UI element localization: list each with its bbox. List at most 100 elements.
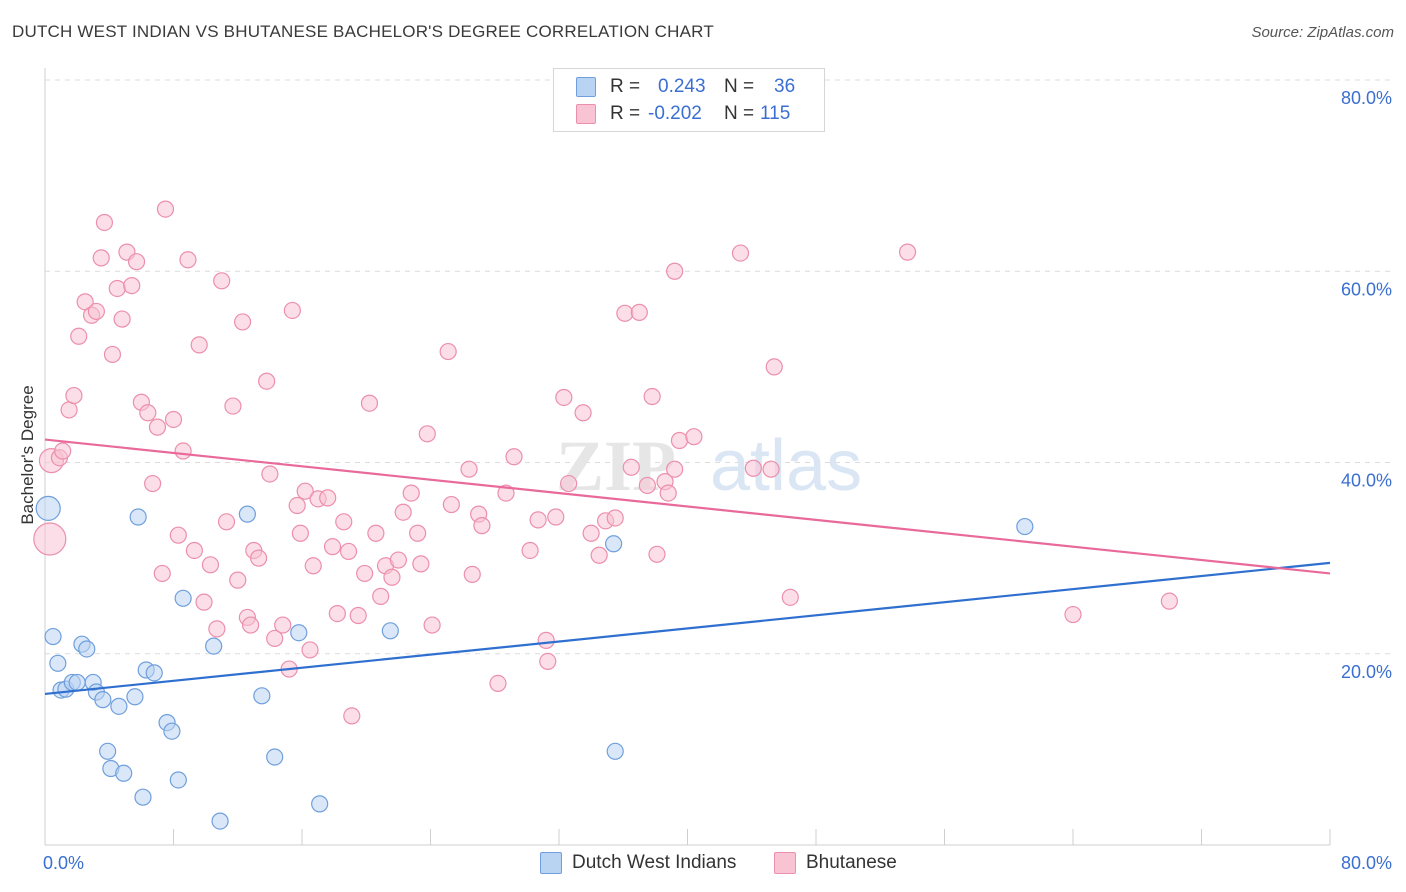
dutch-west-indian-point xyxy=(110,697,128,715)
watermark-atlas: atlas xyxy=(710,426,862,506)
dutch-west-indian-trend-line xyxy=(44,561,1331,696)
bhutanese-point xyxy=(590,546,608,564)
bhutanese-point xyxy=(139,404,157,422)
bhutanese-point xyxy=(201,556,220,574)
bhutanese-point xyxy=(622,458,640,476)
bhutanese-point xyxy=(328,604,346,623)
bhutanese-point xyxy=(1064,605,1082,624)
bhutanese-point xyxy=(555,388,573,407)
bhutanese-point xyxy=(765,358,783,376)
dutch-west-indian-point xyxy=(145,664,163,682)
bhutanese-point xyxy=(560,474,578,493)
axes xyxy=(44,68,1331,846)
bhutanese-point xyxy=(539,652,557,671)
bhutanese-point xyxy=(460,460,478,478)
legend-swatch-blue xyxy=(540,852,562,874)
bhutanese-point xyxy=(185,541,203,560)
bhutanese-point xyxy=(103,345,122,364)
dutch-west-indian-points xyxy=(35,495,1034,830)
legend-n-value: 115 xyxy=(760,103,791,124)
tick-labels: 20.0% 40.0% 60.0% 80.0% 0.0% 80.0% xyxy=(43,88,1392,873)
dutch-west-indian-point xyxy=(381,622,399,640)
bhutanese-point xyxy=(389,551,407,569)
watermark: ZIP atlas xyxy=(556,426,862,506)
grid-lines xyxy=(45,79,1395,655)
legend-r-value: 0.243 xyxy=(658,76,706,97)
legend-n-value: 36 xyxy=(774,76,796,97)
bhutanese-point xyxy=(372,587,390,605)
bhutanese-point xyxy=(670,431,689,450)
bhutanese-point xyxy=(439,342,457,361)
x-tick-label: 0.0% xyxy=(43,853,84,873)
bhutanese-point xyxy=(213,272,231,290)
dutch-west-indian-point xyxy=(205,637,223,655)
dutch-west-indian-point xyxy=(78,640,96,658)
bhutanese-point xyxy=(195,593,213,611)
dutch-west-indian-point xyxy=(129,508,147,526)
bhutanese-point xyxy=(606,509,624,527)
bhutanese-points xyxy=(33,200,1178,725)
dutch-west-indian-point xyxy=(49,654,67,672)
bhutanese-point xyxy=(65,386,83,405)
dutch-west-indian-point xyxy=(606,742,624,760)
legend-r-value: -0.202 xyxy=(648,103,702,124)
bhutanese-point xyxy=(217,513,236,531)
legend-label: Bhutanese xyxy=(806,852,897,873)
bhutanese-point xyxy=(409,524,427,542)
dutch-west-indian-point xyxy=(115,764,133,782)
legend-n-label: N = xyxy=(724,76,755,97)
bhutanese-point xyxy=(685,428,703,446)
dutch-west-indian-point xyxy=(44,627,62,646)
bhutanese-point xyxy=(70,327,88,345)
bhutanese-point xyxy=(360,394,379,412)
dutch-west-indian-point xyxy=(163,722,181,740)
bhutanese-point xyxy=(144,474,162,493)
bhutanese-point xyxy=(233,313,252,331)
watermark-zip: ZIP xyxy=(556,426,676,506)
legend-row-bhutanese: R = -0.202 N = 115 xyxy=(576,102,790,126)
bhutanese-point xyxy=(648,545,666,563)
dutch-west-indian-point xyxy=(174,589,192,607)
dutch-west-indian-point xyxy=(68,673,86,692)
y-axis-label: Bachelor's Degree xyxy=(18,385,37,525)
bhutanese-point xyxy=(169,526,187,544)
bhutanese-point xyxy=(473,517,491,535)
bhutanese-point xyxy=(659,484,677,502)
bhutanese-point xyxy=(574,404,592,422)
y-tick-label: 60.0% xyxy=(1341,279,1392,299)
source-credit: Source: ZipAtlas.com xyxy=(1251,24,1394,41)
bhutanese-point xyxy=(92,249,110,267)
bhutanese-point xyxy=(174,442,192,460)
bhutanese-point xyxy=(781,588,799,606)
bhutanese-point xyxy=(898,243,917,261)
y-tick-label: 40.0% xyxy=(1341,471,1392,491)
bhutanese-point xyxy=(1160,592,1178,610)
bhutanese-point xyxy=(153,564,171,583)
dutch-west-indian-point xyxy=(1016,517,1034,536)
bhutanese-point xyxy=(521,541,539,560)
bhutanese-point xyxy=(288,496,306,515)
bhutanese-trend-line xyxy=(44,438,1331,575)
bhutanese-point xyxy=(242,616,260,634)
bhutanese-point xyxy=(301,641,319,659)
dutch-west-indian-point xyxy=(134,788,152,806)
dutch-west-indian-point xyxy=(35,495,61,521)
legend-r-label: R = xyxy=(610,103,641,124)
bhutanese-point xyxy=(323,538,342,556)
bhutanese-point xyxy=(356,564,374,583)
bhutanese-point xyxy=(60,401,78,419)
bhutanese-point xyxy=(442,495,460,514)
bhutanese-point xyxy=(33,522,67,556)
bhutanese-point xyxy=(250,549,268,567)
bhutanese-point xyxy=(489,674,507,692)
x-tick-label: 80.0% xyxy=(1341,853,1392,873)
bhutanese-point xyxy=(547,508,565,526)
bhutanese-point xyxy=(339,542,358,561)
trend-lines xyxy=(44,438,1331,696)
bhutanese-point xyxy=(335,513,353,531)
bhutanese-point xyxy=(402,484,420,502)
dutch-west-indian-point xyxy=(253,687,271,705)
bhutanese-point xyxy=(127,253,146,271)
bhutanese-point xyxy=(123,276,141,295)
dutch-west-indian-point xyxy=(311,795,329,813)
